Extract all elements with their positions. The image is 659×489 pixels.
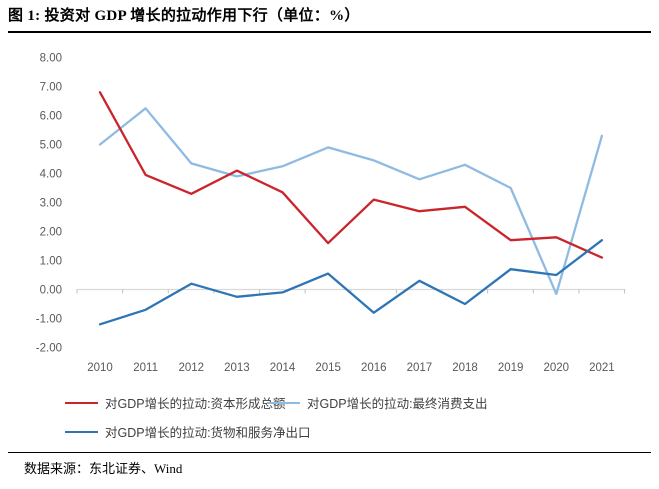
series-line-1: [98, 107, 604, 296]
x-axis-tick-label: 2020: [544, 362, 570, 374]
x-axis-tick-label: 2014: [270, 362, 296, 374]
x-axis-tick-label: 2013: [224, 362, 250, 374]
y-axis-tick-label: 1.00: [40, 256, 62, 268]
x-axis-tick-label: 2010: [87, 362, 113, 374]
y-axis-tick-label: -2.00: [36, 343, 62, 355]
y-axis-tick-label: 4.00: [40, 169, 62, 181]
y-axis-tick-label: 5.00: [40, 140, 62, 152]
y-axis-tick-label: 6.00: [40, 111, 62, 123]
legend-item-net-exports: 对GDP增长的拉动:货物和服务净出口: [65, 422, 311, 441]
figure-bottom-divider: [8, 452, 651, 454]
y-axis-tick-label: 8.00: [40, 53, 62, 65]
y-axis-tick-label: 2.00: [40, 227, 62, 239]
legend-label: 对GDP增长的拉动:资本形成总额: [105, 397, 286, 411]
legend-swatch-lightblue-line: [267, 401, 300, 404]
legend-item-final-consumption: 对GDP增长的拉动:最终消费支出: [267, 393, 488, 412]
y-axis-tick-label: -1.00: [36, 314, 62, 326]
x-axis-tick-label: 2018: [452, 362, 478, 374]
x-axis-tick-label: 2019: [498, 362, 524, 374]
x-axis-tick-label: 2017: [407, 362, 433, 374]
legend-label: 对GDP增长的拉动:货物和服务净出口: [105, 426, 311, 440]
legend-swatch-darkblue-line: [65, 430, 98, 433]
legend-item-capital-formation: 对GDP增长的拉动:资本形成总额: [65, 393, 286, 412]
x-axis-tick-label: 2016: [361, 362, 387, 374]
series-line-2: [98, 239, 604, 326]
legend-label: 对GDP增长的拉动:最终消费支出: [307, 397, 488, 411]
y-axis-tick-label: 3.00: [40, 198, 62, 210]
title-divider: [8, 31, 651, 33]
figure-title: 图 1: 投资对 GDP 增长的拉动作用下行（单位：%）: [8, 8, 360, 24]
legend-swatch-red-line: [65, 401, 98, 404]
y-axis-tick-label: 0.00: [40, 285, 62, 297]
series-line-0: [98, 91, 604, 259]
chart-legend: 对GDP增长的拉动:资本形成总额 对GDP增长的拉动:最终消费支出 对GDP增长…: [0, 0, 659, 440]
x-axis-tick-label: 2012: [178, 362, 204, 374]
y-axis-tick-label: 7.00: [40, 82, 62, 94]
data-source: 数据来源：东北证券、Wind: [24, 461, 183, 476]
x-axis-tick-label: 2011: [133, 362, 158, 374]
x-axis-tick-label: 2015: [315, 362, 341, 374]
x-axis-tick-label: 2021: [589, 362, 615, 374]
